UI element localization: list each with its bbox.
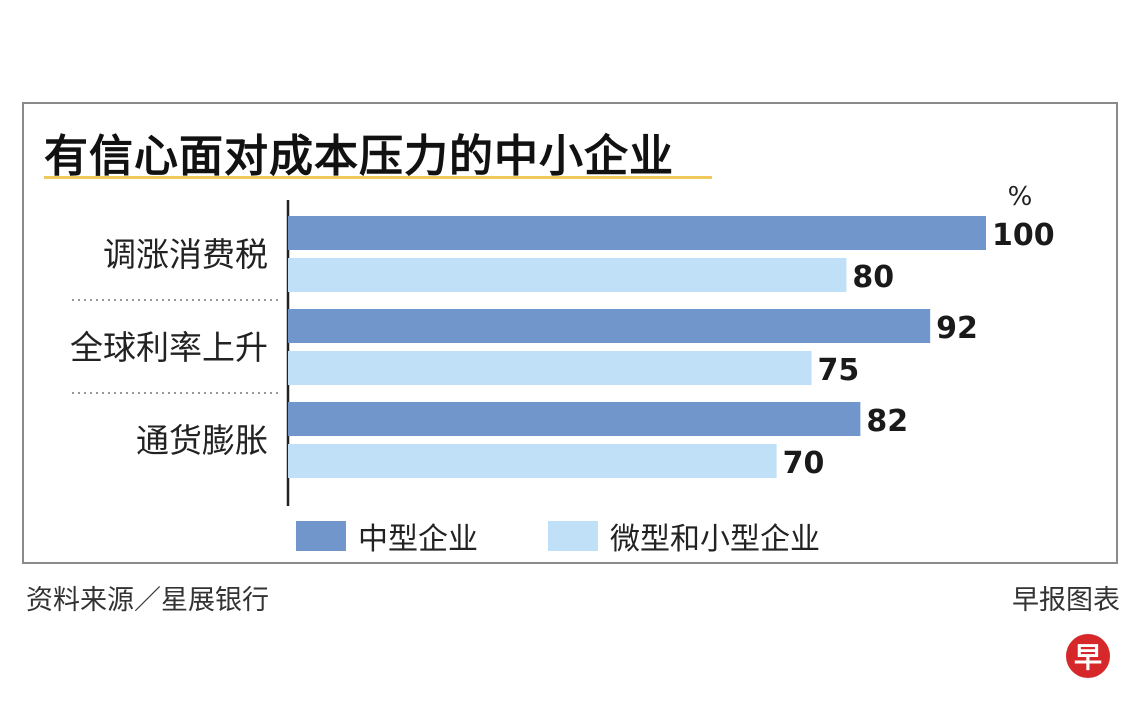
brand-logo: 早 xyxy=(1066,634,1110,678)
legend-swatch-medium xyxy=(296,521,346,551)
credit-note: 早报图表 xyxy=(1012,585,1120,616)
title-underline xyxy=(44,176,712,179)
bar-medium xyxy=(288,216,986,250)
data-label: 82 xyxy=(866,404,908,439)
data-label: 75 xyxy=(818,353,860,388)
bar-small xyxy=(288,444,777,478)
bar-medium xyxy=(288,309,931,343)
legend-item-small: 微型和小型企业 xyxy=(548,514,820,558)
data-label: 80 xyxy=(852,260,894,295)
legend-label-small: 微型和小型企业 xyxy=(610,522,820,557)
legend-label-medium: 中型企业 xyxy=(358,522,478,557)
bar-medium xyxy=(288,402,861,436)
category-label: 通货膨胀 xyxy=(136,421,268,460)
chart-title: 有信心面对成本压力的中小企业 xyxy=(44,131,674,182)
bar-small xyxy=(288,258,847,292)
legend-item-medium: 中型企业 xyxy=(296,514,478,558)
bar-small xyxy=(288,351,812,385)
source-note: 资料来源／星展银行 xyxy=(26,585,269,616)
data-label: 100 xyxy=(992,218,1055,253)
data-label: 92 xyxy=(936,311,978,346)
legend-swatch-small xyxy=(548,521,598,551)
legend: 中型企业 微型和小型企业 xyxy=(296,514,890,558)
unit-label: % xyxy=(1008,182,1033,212)
category-label: 调涨消费税 xyxy=(103,235,268,274)
category-label: 全球利率上升 xyxy=(70,328,268,367)
data-label: 70 xyxy=(783,446,825,481)
